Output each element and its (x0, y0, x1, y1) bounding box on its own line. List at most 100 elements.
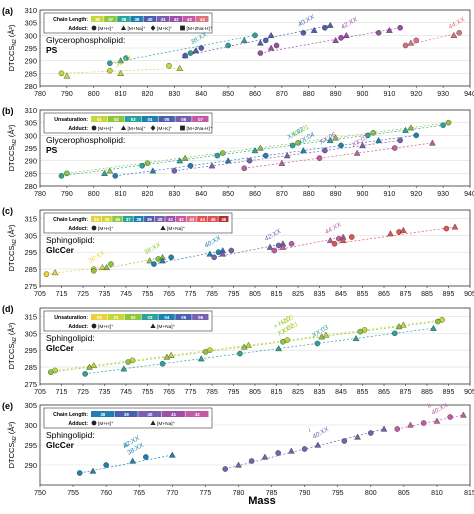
data-point (348, 234, 355, 240)
legend-swatch-label: 45 (211, 217, 216, 222)
data-point (331, 240, 338, 247)
legend-swatch (182, 16, 196, 22)
x-tick-label: 870 (276, 91, 288, 98)
series-annotation: 40:XX (311, 425, 330, 440)
data-point (443, 225, 450, 232)
legend-swatch (141, 314, 158, 320)
y-axis-label: DTCCSN2 (Å²) (7, 224, 18, 271)
data-point (283, 152, 291, 159)
data-point (365, 132, 371, 139)
data-point (181, 154, 189, 161)
data-point (332, 134, 339, 141)
data-point (267, 44, 275, 51)
y-axis-label-unit: (Å²) (7, 322, 16, 337)
legend-swatch-label: 38 (136, 217, 141, 222)
data-point (58, 173, 65, 179)
legend-swatch (133, 216, 144, 222)
legend-adduct-marker (91, 420, 97, 426)
data-point (300, 147, 307, 154)
data-point (246, 157, 253, 164)
data-point (397, 137, 403, 144)
y-tick-label: 315 (24, 312, 37, 321)
legend-row1-label: Chain Length: (53, 217, 88, 223)
series-annotation: 36:XX (87, 250, 106, 265)
x-tick-label: 885 (421, 291, 433, 298)
data-point (228, 247, 235, 254)
x-tick-label: 895 (443, 291, 455, 298)
y-axis-label-unit: (Å²) (7, 124, 16, 139)
x-tick-label: 865 (378, 389, 390, 396)
x-tick-label: 790 (61, 191, 73, 198)
legend-swatch-label: 00 (97, 315, 102, 320)
data-point (434, 318, 441, 325)
panel-title-line2: GlcCer (46, 440, 75, 450)
data-point (192, 47, 200, 54)
x-tick-label: 875 (400, 389, 412, 396)
legend-adduct-label: [M+Na]⁺ (128, 26, 147, 32)
data-point (273, 42, 280, 49)
data-point (445, 119, 452, 126)
legend-swatch (130, 16, 143, 22)
x-tick-label: 920 (410, 91, 422, 98)
data-point (139, 162, 145, 169)
x-tick-label: 765 (133, 490, 145, 497)
panel-d: 275 285 295 305 315 705 715 725 735 745 755 765 775 7… (2, 304, 474, 396)
legend-adduct-marker (120, 25, 127, 30)
data-point (108, 261, 114, 267)
data-point (375, 29, 382, 36)
data-point (176, 157, 184, 164)
legend-swatch (101, 216, 112, 222)
legend-swatch-label: 03 (148, 315, 153, 320)
series-annotation: 38:XX (143, 241, 162, 256)
legend-swatch (143, 16, 157, 22)
x-tick-label: 875 (400, 291, 412, 298)
y-axis-label-main: DTCCS (7, 146, 16, 172)
legend-swatch (158, 116, 175, 122)
series-trendline (334, 226, 455, 245)
data-point (402, 126, 409, 133)
series-44-XX (402, 29, 463, 49)
data-point (222, 466, 229, 472)
x-tick-label: 800 (88, 191, 100, 198)
data-point (314, 441, 322, 448)
data-point (43, 271, 50, 277)
legend-swatch (141, 116, 158, 122)
legend-row1-label: Unsaturation: (54, 117, 88, 123)
x-tick-label: 900 (357, 91, 369, 98)
data-point (289, 142, 296, 149)
data-point (261, 453, 269, 460)
legend-swatch-label: 06 (198, 315, 203, 320)
series-annotation: XX:06 (318, 131, 338, 147)
x-tick-label: 760 (100, 490, 112, 497)
data-point (197, 355, 205, 362)
legend: Unsaturation: 01 02 03 04 05 06 07 Adduct: [M+H]⁺… (43, 112, 213, 134)
x-tick-label: 895 (443, 389, 455, 396)
y-tick-label: 290 (24, 157, 37, 166)
data-point (300, 29, 307, 36)
data-point (413, 37, 420, 44)
x-tick-label: 795 (228, 291, 240, 298)
data-point (202, 349, 209, 355)
legend-swatch-label: 39 (124, 412, 129, 417)
plot-frame (39, 109, 471, 187)
data-point (237, 350, 243, 357)
data-point (262, 37, 269, 44)
legend-row2-label: Adduct: (68, 226, 88, 232)
legend-row2-label: Adduct: (68, 26, 88, 32)
data-point (123, 55, 129, 61)
series-annotation: 36:XX (114, 54, 133, 69)
legend-swatch (175, 314, 192, 320)
data-point (295, 140, 301, 146)
legend-adduct-marker (91, 25, 97, 31)
data-point (440, 122, 446, 128)
plot-frame (39, 307, 471, 385)
panel-a: 280 285 290 295 300 305 310 780 790 800 810 820 830 8… (2, 6, 474, 98)
legend-swatch-label: 01 (114, 315, 119, 320)
x-tick-label: 910 (384, 191, 396, 198)
data-point (326, 21, 334, 28)
legend-adduct-label: [M+Na]⁺ (157, 324, 176, 330)
y-tick-label: 285 (24, 265, 37, 274)
legend-adduct-marker (150, 420, 156, 425)
data-point (58, 70, 65, 77)
legend-swatch-label: 37 (108, 17, 113, 22)
